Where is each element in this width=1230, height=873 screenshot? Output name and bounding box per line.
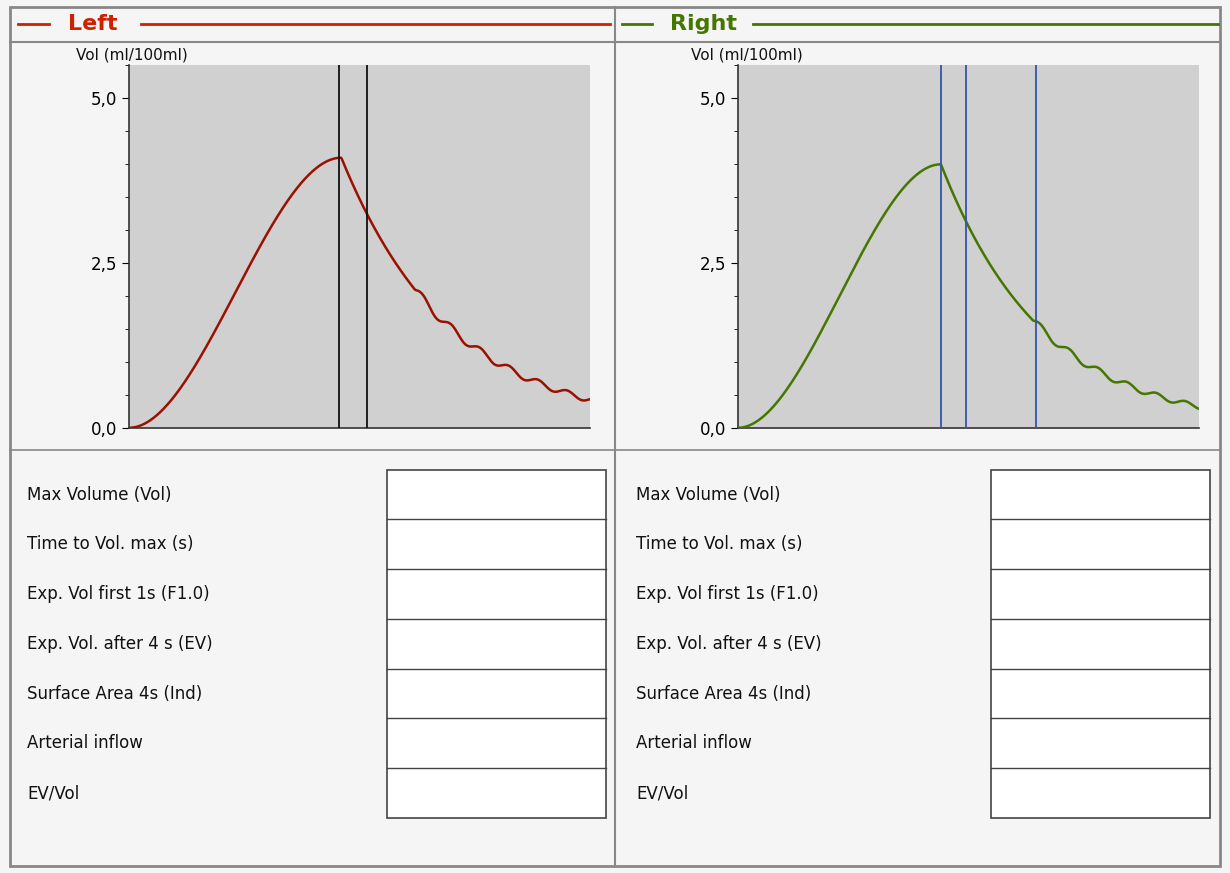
Text: 4,1: 4,1: [483, 485, 510, 504]
Text: 5:26: 5:26: [1082, 535, 1119, 553]
Text: Vol (ml/100ml): Vol (ml/100ml): [691, 47, 803, 63]
Text: Exp. Vol. after 4 s (EV): Exp. Vol. after 4 s (EV): [27, 635, 213, 653]
Text: Left: Left: [68, 15, 117, 34]
Text: Time to Vol. max (s): Time to Vol. max (s): [636, 535, 802, 553]
Text: Surface Area 4s (Ind): Surface Area 4s (Ind): [27, 684, 202, 703]
Text: 73,3: 73,3: [1082, 585, 1119, 603]
Text: Right: Right: [670, 15, 737, 34]
Text: Max Volume (Vol): Max Volume (Vol): [636, 485, 780, 504]
Text: Arterial inflow: Arterial inflow: [27, 734, 143, 753]
Text: 3,3: 3,3: [1087, 635, 1114, 653]
Text: Arterial inflow: Arterial inflow: [636, 734, 752, 753]
Text: 0,84: 0,84: [1082, 784, 1119, 802]
Text: 8,8: 8,8: [483, 684, 510, 703]
Text: Max Volume (Vol): Max Volume (Vol): [27, 485, 171, 504]
Text: Surface Area 4s (Ind): Surface Area 4s (Ind): [636, 684, 811, 703]
Text: 3,5: 3,5: [483, 635, 510, 653]
Text: EV/Vol: EV/Vol: [27, 784, 79, 802]
Text: Exp. Vol first 1s (F1.0): Exp. Vol first 1s (F1.0): [27, 585, 209, 603]
Text: Time to Vol. max (s): Time to Vol. max (s): [27, 535, 193, 553]
Text: 4,0: 4,0: [1087, 485, 1114, 504]
Text: 4:54: 4:54: [478, 535, 515, 553]
Text: 1,2: 1,2: [1087, 734, 1114, 753]
Text: Vol (ml/100ml): Vol (ml/100ml): [76, 47, 188, 63]
Text: 8,1: 8,1: [1087, 684, 1114, 703]
Text: EV/Vol: EV/Vol: [636, 784, 688, 802]
Text: 86,5: 86,5: [478, 585, 515, 603]
Text: Exp. Vol. after 4 s (EV): Exp. Vol. after 4 s (EV): [636, 635, 822, 653]
Text: Exp. Vol first 1s (F1.0): Exp. Vol first 1s (F1.0): [636, 585, 818, 603]
Text: 0,85: 0,85: [478, 784, 515, 802]
Text: 1,5: 1,5: [483, 734, 510, 753]
